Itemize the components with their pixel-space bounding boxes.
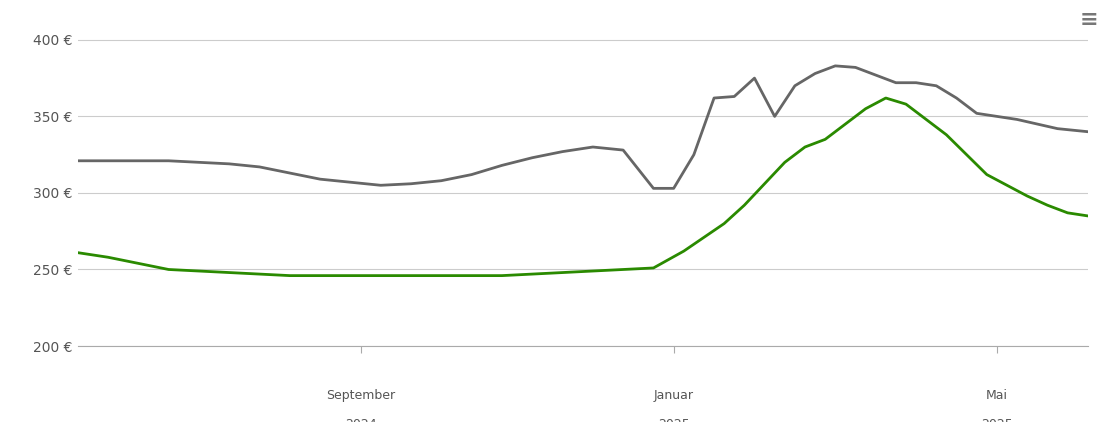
Text: ≡: ≡: [1079, 10, 1098, 30]
Text: 2025: 2025: [981, 419, 1012, 422]
Text: 2024: 2024: [345, 419, 376, 422]
Text: Januar: Januar: [654, 389, 694, 402]
Text: September: September: [326, 389, 395, 402]
Text: Mai: Mai: [986, 389, 1008, 402]
Text: 2025: 2025: [658, 419, 689, 422]
